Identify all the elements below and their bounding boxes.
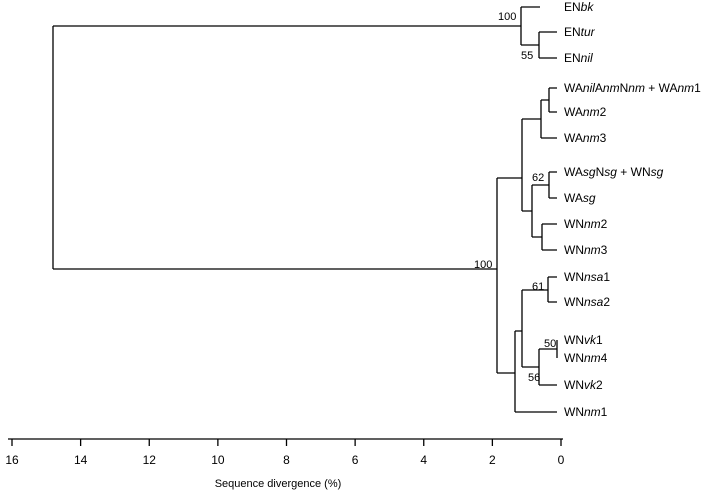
branch-en-clade bbox=[53, 6, 557, 59]
leaf-label-part: 3 bbox=[601, 243, 608, 257]
leaf-label-part: nm bbox=[584, 217, 601, 231]
leaf-label-part: 3 bbox=[600, 131, 607, 145]
leaf-label-part: WN bbox=[564, 270, 584, 284]
branch-wa-nm-subclade bbox=[521, 87, 557, 211]
leaf-label-part: tur bbox=[581, 25, 596, 39]
bootstrap-en-root: 100 bbox=[498, 11, 516, 23]
leaf-label-part: vk bbox=[584, 378, 597, 392]
leaf-label-part: nm bbox=[583, 131, 600, 145]
leaf-label-part: + WN bbox=[617, 165, 651, 179]
bootstrap-labels: 100 55 100 62 61 50 56 bbox=[474, 11, 556, 384]
leaf-label: ENtur bbox=[564, 25, 596, 39]
leaf-label-part: WA bbox=[564, 191, 583, 205]
leaf-label: WNnm1 bbox=[564, 405, 608, 419]
leaf-label-part: nil bbox=[583, 81, 595, 95]
leaf-label-part: EN bbox=[564, 51, 581, 65]
leaf-label: WAsgNsg + WNsg bbox=[564, 165, 664, 179]
leaf-label-part: sg bbox=[583, 191, 596, 205]
tree-branches bbox=[52, 6, 558, 413]
axis-tick-label: 12 bbox=[143, 453, 157, 467]
leaf-label-part: nsa bbox=[584, 295, 604, 309]
leaf-label-part: N bbox=[596, 165, 605, 179]
axis-title: Sequence divergence (%) bbox=[215, 478, 342, 490]
bootstrap-wasg: 62 bbox=[532, 172, 544, 184]
leaf-label-part: 1 bbox=[694, 81, 701, 95]
axis-tick-label: 6 bbox=[352, 453, 359, 467]
leaf-label-part: nm bbox=[628, 81, 645, 95]
branch-wa-sg-subclade bbox=[522, 171, 557, 251]
bootstrap-en-tur-nil: 55 bbox=[521, 50, 533, 62]
leaf-label: WNvk2 bbox=[564, 378, 603, 392]
axis-tick-label: 8 bbox=[283, 453, 290, 467]
leaf-label-part: nsa bbox=[584, 270, 604, 284]
leaf-label-part: WA bbox=[564, 131, 583, 145]
leaf-label-part: WN bbox=[564, 295, 584, 309]
leaf-label: WNnm3 bbox=[564, 243, 608, 257]
leaf-label: WNnm4 bbox=[564, 351, 608, 365]
leaf-label: WAnm2 bbox=[564, 105, 607, 119]
leaf-label-part: WN bbox=[564, 405, 584, 419]
leaf-label-part: sg bbox=[583, 165, 596, 179]
axis-tick-label: 4 bbox=[420, 453, 427, 467]
leaf-label: WNnsa2 bbox=[564, 295, 610, 309]
leaf-label-part: nil bbox=[581, 51, 593, 65]
leaf-label-part: sg bbox=[651, 165, 664, 179]
axis-tick-label: 10 bbox=[211, 453, 225, 467]
leaf-label-part: 2 bbox=[600, 105, 607, 119]
leaf-label-part: 2 bbox=[601, 217, 608, 231]
leaf-label-part: nm bbox=[584, 351, 601, 365]
bootstrap-wa-wn-root: 100 bbox=[474, 259, 492, 271]
leaf-label-part: 2 bbox=[603, 295, 610, 309]
leaf-label: WAnilAnmNnm + WAnm1 bbox=[564, 81, 701, 95]
branch-wa-wn-clade bbox=[53, 177, 522, 374]
leaf-label-part: nm bbox=[584, 405, 601, 419]
leaf-label-part: bk bbox=[581, 0, 595, 14]
leaf-label-part: WN bbox=[564, 243, 584, 257]
leaf-label: WNnsa1 bbox=[564, 270, 610, 284]
leaf-label-part: N bbox=[620, 81, 629, 95]
axis-tick-label: 14 bbox=[74, 453, 88, 467]
axis-tick-label: 0 bbox=[558, 453, 565, 467]
leaf-label-part: A bbox=[595, 81, 603, 95]
leaf-label-part: WN bbox=[564, 378, 584, 392]
leaf-label-part: 4 bbox=[601, 351, 608, 365]
leaf-label-part: WA bbox=[564, 81, 583, 95]
leaf-label-part: WN bbox=[564, 351, 584, 365]
leaf-label-part: WA bbox=[564, 165, 583, 179]
leaf-label-part: nm bbox=[583, 105, 600, 119]
leaf-label: WAnm3 bbox=[564, 131, 607, 145]
bootstrap-wnnsa: 61 bbox=[532, 281, 544, 293]
leaf-label-part: WN bbox=[564, 333, 584, 347]
leaf-label: WNnm2 bbox=[564, 217, 608, 231]
leaf-label-part: WA bbox=[564, 105, 583, 119]
bootstrap-wnvk1-nm4: 50 bbox=[544, 338, 556, 350]
leaf-label-part: vk bbox=[584, 333, 597, 347]
leaf-label-part: 2 bbox=[596, 378, 603, 392]
branch-wn-subclade bbox=[514, 276, 558, 413]
leaf-label-part: + WA bbox=[645, 81, 678, 95]
leaf-label-part: nm bbox=[584, 243, 601, 257]
leaf-label-part: 1 bbox=[601, 405, 608, 419]
leaf-label: ENnil bbox=[564, 51, 593, 65]
leaf-label-part: WN bbox=[564, 217, 584, 231]
divergence-axis: 16 14 12 10 8 6 4 2 0 Sequence divergence (%) bbox=[5, 438, 565, 490]
axis-tick-label: 16 bbox=[5, 453, 19, 467]
leaf-label-part: nm bbox=[678, 81, 695, 95]
leaf-label: WNvk1 bbox=[564, 333, 603, 347]
bootstrap-wnvk-clade: 56 bbox=[528, 372, 540, 384]
axis-tick-label: 2 bbox=[489, 453, 496, 467]
leaf-label-part: EN bbox=[564, 0, 581, 14]
leaf-label: ENbk bbox=[564, 0, 594, 14]
leaf-label-part: EN bbox=[564, 25, 581, 39]
leaf-label-part: 1 bbox=[603, 270, 610, 284]
leaf-label-part: sg bbox=[604, 165, 617, 179]
axis-ticks: 16 14 12 10 8 6 4 2 0 bbox=[5, 439, 565, 467]
leaf-label-part: nm bbox=[603, 81, 620, 95]
leaf-label-part: 1 bbox=[596, 333, 603, 347]
leaf-label: WAsg bbox=[564, 191, 596, 205]
